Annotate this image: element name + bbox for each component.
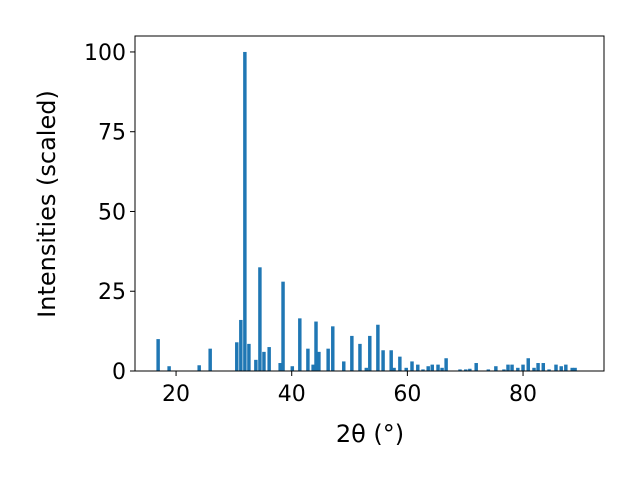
y-tick-label: 0 — [112, 360, 126, 385]
bar — [239, 319, 243, 371]
bar — [368, 335, 372, 371]
bar — [389, 350, 393, 371]
bar — [404, 367, 408, 371]
bar — [278, 363, 282, 371]
bar — [262, 351, 266, 371]
bar — [516, 367, 520, 371]
bar — [311, 364, 315, 371]
bar — [267, 347, 271, 371]
bar — [331, 326, 335, 371]
bar — [290, 366, 295, 371]
bar — [426, 366, 430, 371]
bar — [364, 367, 369, 371]
bar — [208, 348, 212, 371]
bar — [326, 348, 330, 371]
y-tick-label: 25 — [98, 280, 126, 305]
bar — [494, 366, 498, 371]
bar — [342, 361, 346, 371]
bar — [416, 364, 420, 371]
bar — [350, 335, 354, 371]
bar — [547, 369, 551, 371]
bar — [421, 369, 425, 371]
bar — [243, 51, 247, 371]
bar — [167, 366, 171, 371]
bar — [521, 364, 525, 371]
bar — [510, 364, 514, 371]
bar — [381, 350, 385, 371]
bar — [541, 363, 546, 371]
y-tick-label: 50 — [98, 200, 126, 225]
bar — [410, 361, 414, 371]
bar — [281, 281, 285, 371]
bar — [298, 318, 302, 371]
y-tick-label: 75 — [98, 121, 126, 146]
bar — [392, 367, 396, 371]
bar — [197, 365, 201, 371]
bar — [235, 342, 239, 371]
bar — [376, 324, 380, 371]
bar — [464, 369, 468, 371]
bar — [486, 369, 491, 371]
x-tick-label: 20 — [162, 382, 190, 407]
bar — [564, 364, 568, 371]
bar — [570, 367, 574, 371]
bar — [474, 363, 478, 371]
bar — [554, 364, 558, 371]
x-tick-label: 60 — [393, 382, 421, 407]
bar — [458, 369, 462, 371]
bar — [444, 358, 448, 371]
bar — [468, 368, 472, 371]
bar — [156, 339, 160, 371]
bar — [254, 359, 258, 371]
bar — [436, 364, 440, 371]
bar — [317, 351, 321, 371]
bar — [440, 367, 444, 371]
bar — [536, 363, 540, 371]
bar — [398, 356, 402, 371]
bar — [358, 343, 362, 371]
bar — [526, 358, 530, 371]
x-tick-label: 40 — [278, 382, 306, 407]
plot-frame — [134, 35, 605, 372]
x-axis-label: 2θ (°) — [336, 420, 404, 448]
bar — [258, 267, 262, 371]
x-tick-label: 80 — [509, 382, 537, 407]
bar — [430, 364, 434, 371]
bar — [573, 367, 577, 371]
bar — [502, 369, 506, 371]
y-axis-label: Intensities (scaled) — [33, 90, 61, 318]
bar — [247, 343, 251, 371]
bar — [559, 366, 563, 371]
bar — [532, 367, 536, 371]
bar — [314, 321, 318, 371]
y-tick-label: 100 — [84, 41, 126, 66]
bar — [306, 348, 310, 371]
bar — [506, 364, 510, 371]
